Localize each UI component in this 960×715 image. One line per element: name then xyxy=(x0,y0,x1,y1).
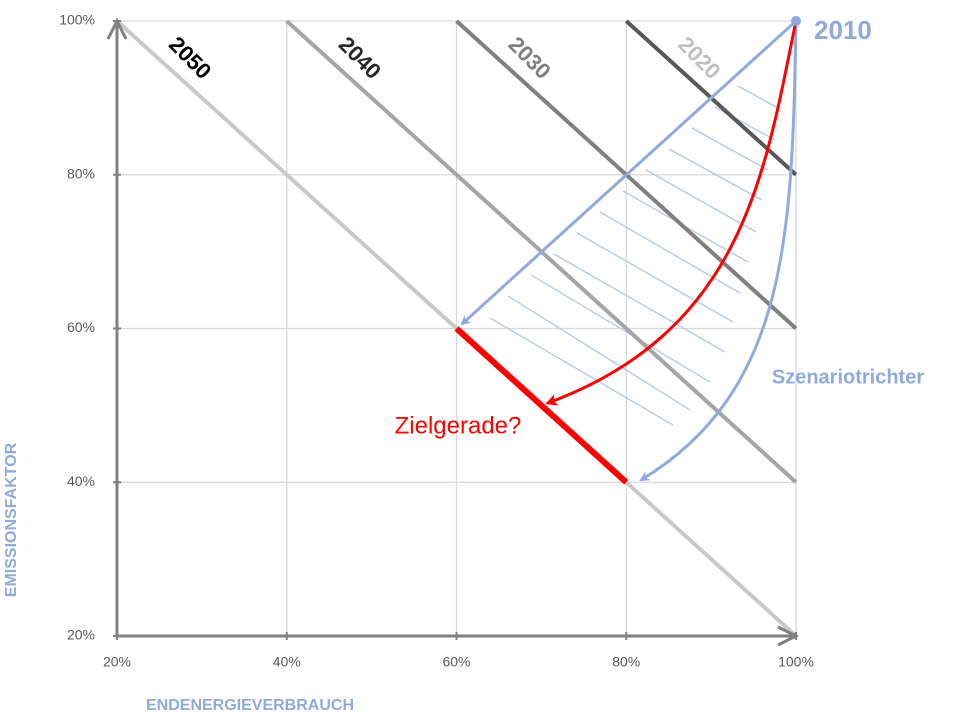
x-axis-title: ENDENERGIEVERBRAUCH xyxy=(146,697,354,714)
annotation: Szenariotrichter xyxy=(772,366,924,388)
target-line xyxy=(454,326,629,485)
scenario-arrow xyxy=(460,19,798,326)
x-tick-label: 40% xyxy=(273,654,301,670)
x-tick-label: 60% xyxy=(442,654,470,670)
year-label: 2020 xyxy=(673,32,725,84)
hatching xyxy=(489,85,779,426)
y-tick-label: 60% xyxy=(67,319,95,335)
x-axis-arrow xyxy=(777,625,800,647)
start-label: 2010 xyxy=(814,15,872,45)
y-tick-label: 80% xyxy=(67,165,95,181)
scenario-arrow xyxy=(639,20,798,482)
y-axis-title: EMISSIONSFAKTOR xyxy=(3,442,20,597)
y-tick-label: 20% xyxy=(67,627,95,643)
y-tick-label: 100% xyxy=(59,12,95,28)
start-point xyxy=(791,16,801,26)
y-tick-label: 40% xyxy=(67,473,95,489)
x-tick-label: 20% xyxy=(103,654,131,670)
year-label: 2040 xyxy=(334,32,386,84)
year-label: 2050 xyxy=(164,32,216,84)
x-tick-label: 100% xyxy=(778,654,814,670)
target-label: Zielgerade? xyxy=(395,413,522,440)
year-label: 2030 xyxy=(504,32,556,84)
path-arrow xyxy=(545,20,798,406)
x-tick-label: 80% xyxy=(612,654,640,670)
y-axis-arrow xyxy=(106,17,128,40)
